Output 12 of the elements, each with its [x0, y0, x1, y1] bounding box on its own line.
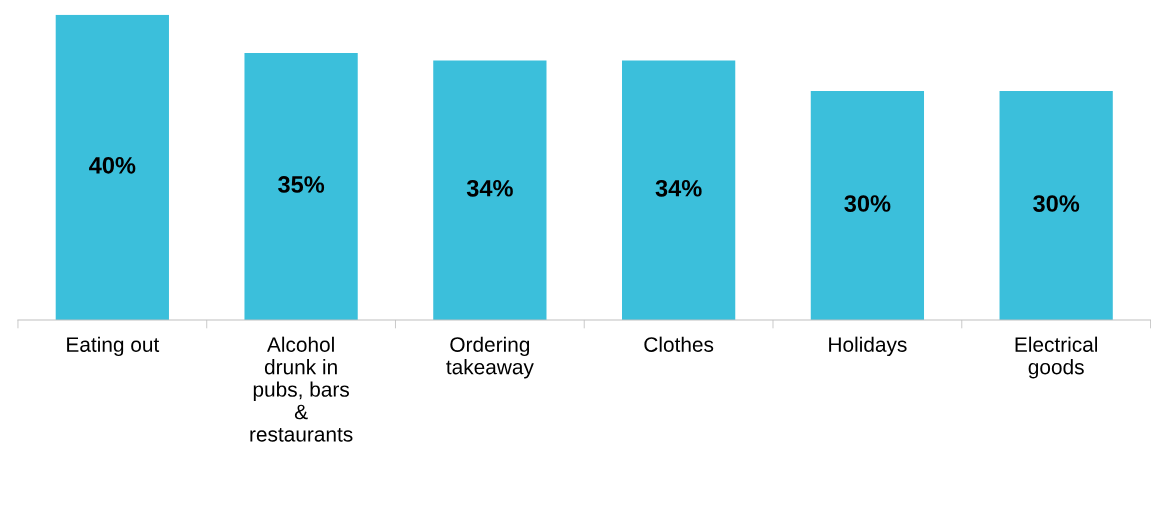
x-tick-label: Eating out: [67, 336, 160, 357]
x-tick-label: Alcohol drunk in pubs, bars & restaurants: [250, 336, 353, 442]
data-label: 34%: [655, 179, 702, 197]
x-tick-label: Electrical goods: [1015, 336, 1098, 379]
data-label: 34%: [466, 179, 513, 197]
x-tick-label: Clothes: [644, 336, 714, 352]
data-label: 35%: [278, 176, 325, 193]
data-label: 40%: [89, 156, 136, 174]
data-label: 30%: [844, 195, 891, 212]
x-tick-label: Ordering takeaway: [446, 336, 534, 379]
data-label: 30%: [1033, 195, 1080, 212]
x-tick-label: Holidays: [829, 336, 907, 357]
